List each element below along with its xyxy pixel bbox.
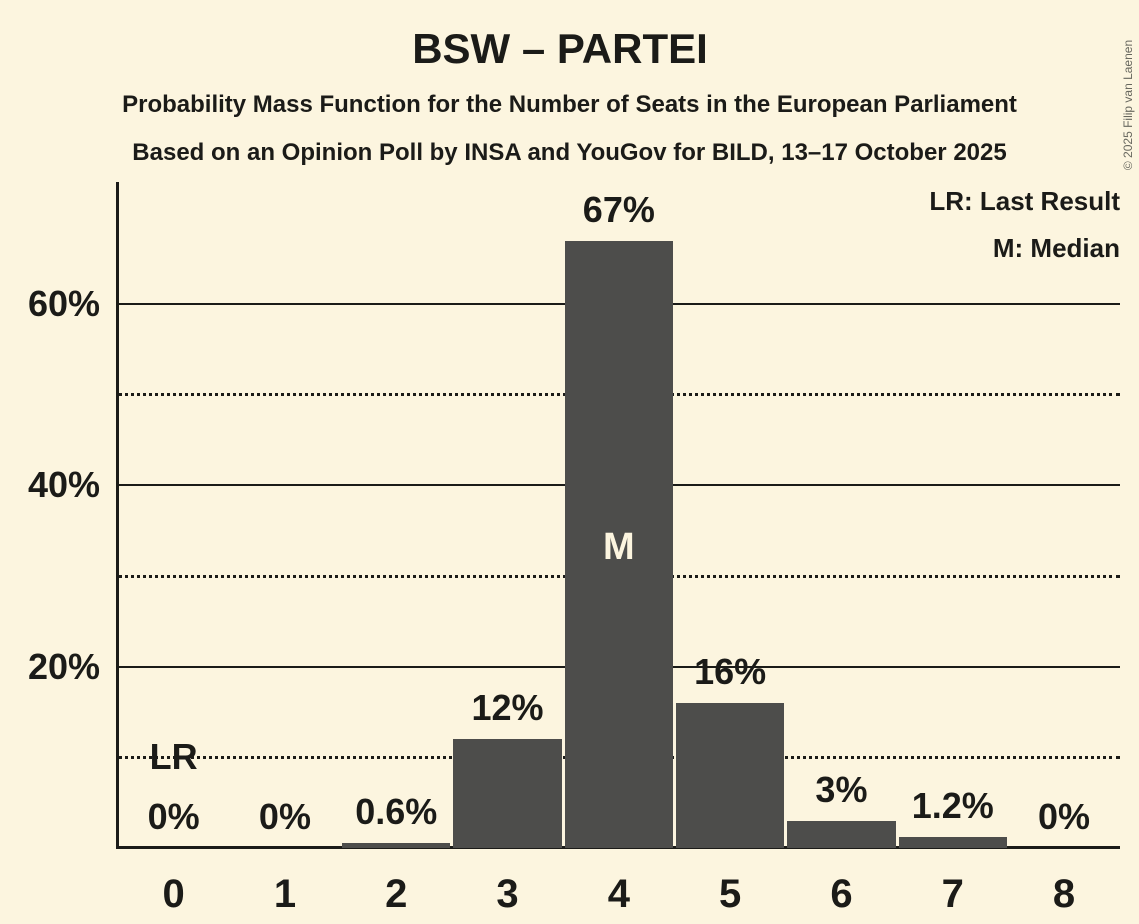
copyright-notice: © 2025 Filip van Laenen [1121,39,1135,171]
bar-value-label-7: 1.2% [911,785,994,827]
y-tick-label-60pct: 60% [27,283,100,325]
chart-title: BSW – PARTEI [412,25,708,72]
median-label: M [603,526,635,568]
x-tick-label-1: 1 [273,872,297,916]
x-tick-label-2: 2 [385,872,408,916]
legend-last-result: LR: Last Result [929,186,1120,216]
last-result-label: LR [149,736,198,778]
bar-seats-6 [787,820,896,848]
legend-median: M: Median [992,233,1120,263]
x-tick-label-7: 7 [941,872,964,916]
bar-seats-3 [453,739,562,848]
legend: LR: Last Result M: Median [929,178,1120,272]
bar-seats-4 [564,240,673,848]
y-tick-label-20pct: 20% [27,645,100,687]
bar-seats-2 [342,842,451,848]
bar-value-label-3: 12% [471,687,544,729]
x-tick-label-0: 0 [162,872,185,916]
x-tick-label-5: 5 [719,872,742,916]
bar-seats-7 [898,837,1007,848]
x-tick-label-4: 4 [607,872,630,916]
bar-value-label-8: 0% [1038,796,1091,837]
x-tick-label-6: 6 [830,872,853,916]
chart-subtitle: Probability Mass Function for the Number… [122,91,1017,118]
bar-value-label-0: 0% [147,796,200,837]
y-axis-line [116,182,119,849]
bar-value-label-6: 3% [815,768,868,810]
bar-value-label-5: 16% [694,650,767,692]
y-tick-label-40pct: 40% [27,464,100,506]
chart-subtitle-source: Based on an Opinion Poll by INSA and You… [132,139,1007,166]
plot-area: 0% 0% 0.6% 12% 67% 16% 3% 1.2% 0% LR M [118,182,1120,848]
bar-value-label-1: 0% [258,796,311,837]
bar-value-label-4: 67% [582,188,655,230]
bar-value-label-2: 0.6% [355,790,438,832]
x-tick-label-8: 8 [1052,872,1076,916]
bar-seats-5 [676,702,785,848]
x-tick-label-3: 3 [496,872,519,916]
